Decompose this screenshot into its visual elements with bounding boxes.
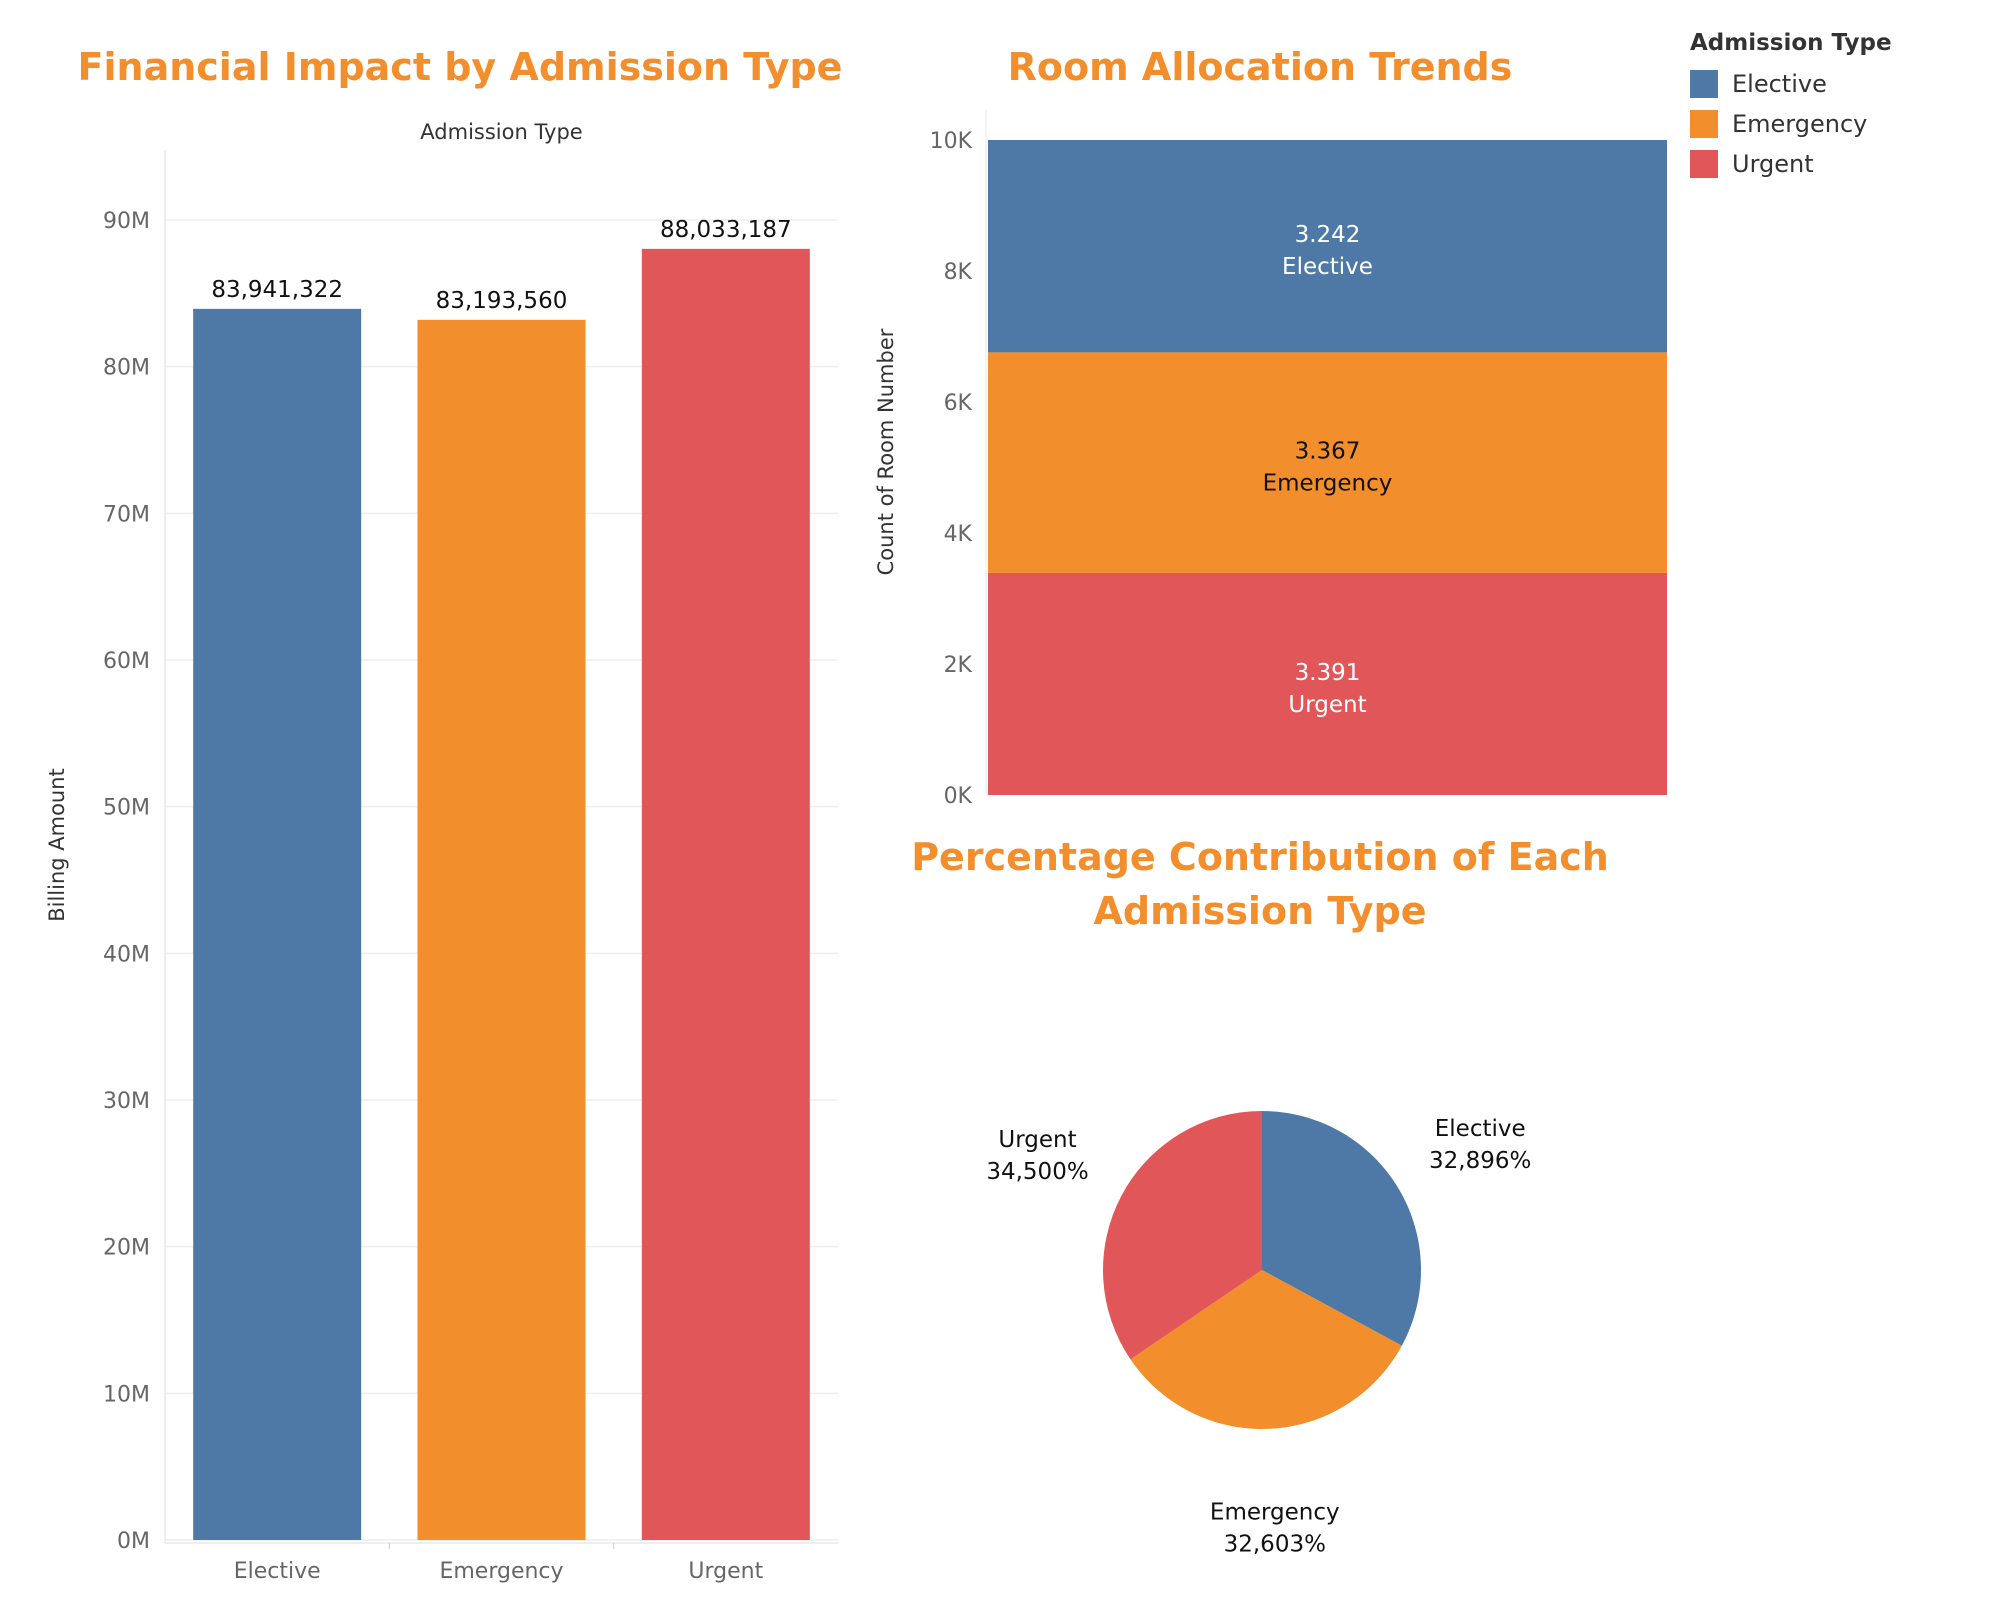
legend-item-urgent[interactable]: Urgent — [1690, 144, 1892, 184]
bar-x-tick-label: Urgent — [688, 1559, 763, 1584]
bar-y-axis-title: Billing Amount — [45, 768, 69, 922]
pie-slice-urgent — [1102, 1111, 1262, 1360]
bar-urgent — [641, 248, 810, 1541]
bar-y-tick-label: 60M — [103, 649, 150, 674]
legend-swatch-emergency — [1690, 110, 1718, 138]
legend-label-emergency: Emergency — [1732, 110, 1868, 138]
stack-segment-value-label: 3.242 — [1295, 222, 1361, 248]
pie-slice-name-label: Elective — [1435, 1116, 1526, 1142]
bar-y-tick-label: 30M — [103, 1089, 150, 1114]
stack-y-tick-label: 4K — [944, 522, 973, 547]
bar-emergency — [417, 319, 586, 1541]
bar-data-label: 88,033,187 — [660, 217, 792, 243]
pie-chart-title-line1: Percentage Contribution of Each — [911, 835, 1609, 879]
pie-slice-value-label: 32,603% — [1224, 1532, 1326, 1558]
bar-y-tick-label: 10M — [103, 1382, 150, 1407]
pie-slice-name-label: Urgent — [998, 1127, 1076, 1153]
pie-chart-title-line2: Admission Type — [1093, 889, 1427, 933]
stack-y-tick-label: 6K — [944, 391, 973, 416]
bar-y-tick-label: 0M — [117, 1529, 150, 1554]
stack-segment-name-label: Emergency — [1263, 471, 1393, 497]
stack-segment-name-label: Elective — [1282, 254, 1373, 280]
bar-elective — [193, 308, 362, 1540]
stack-y-tick-label: 8K — [944, 260, 973, 285]
bar-header-label: Admission Type — [420, 120, 582, 144]
stack-segment-urgent — [988, 572, 1667, 795]
pie-slice-emergency — [1130, 1270, 1402, 1429]
pie-slice-name-label: Emergency — [1210, 1500, 1340, 1526]
bar-x-tick-label: Emergency — [439, 1559, 563, 1584]
stack-segment-elective — [988, 140, 1667, 353]
legend: Admission Type Elective Emergency Urgent — [1690, 30, 1892, 184]
bar-x-tick-label: Elective — [234, 1559, 321, 1584]
legend-item-emergency[interactable]: Emergency — [1690, 104, 1892, 144]
stack-segment-emergency — [988, 352, 1667, 573]
stack-segment-value-label: 3.391 — [1295, 660, 1361, 686]
bar-y-tick-label: 80M — [103, 356, 150, 381]
legend-swatch-elective — [1690, 70, 1718, 98]
bar-y-tick-label: 20M — [103, 1236, 150, 1261]
stack-y-tick-label: 2K — [944, 653, 973, 678]
stack-segment-name-label: Urgent — [1288, 692, 1366, 718]
legend-item-elective[interactable]: Elective — [1690, 64, 1892, 104]
stack-segment-value-label: 3.367 — [1295, 439, 1361, 465]
stack-y-tick-label: 10K — [930, 129, 973, 154]
stack-y-tick-label: 0K — [944, 784, 973, 809]
bar-y-tick-label: 40M — [103, 942, 150, 967]
legend-swatch-urgent — [1690, 150, 1718, 178]
legend-title: Admission Type — [1690, 30, 1892, 56]
legend-label-elective: Elective — [1732, 70, 1827, 98]
bar-y-tick-label: 90M — [103, 209, 150, 234]
stack-chart-title: Room Allocation Trends — [1007, 45, 1513, 89]
pie-slice-value-label: 32,896% — [1429, 1148, 1531, 1174]
stack-y-axis-title: Count of Room Number — [874, 328, 898, 575]
bar-y-tick-label: 50M — [103, 796, 150, 821]
bar-data-label: 83,941,322 — [211, 277, 343, 303]
bar-y-tick-label: 70M — [103, 502, 150, 527]
legend-label-urgent: Urgent — [1732, 150, 1814, 178]
bar-data-label: 83,193,560 — [436, 288, 568, 314]
pie-slice-elective — [1262, 1111, 1421, 1346]
pie-slice-value-label: 34,500% — [986, 1159, 1088, 1185]
bar-chart-title: Financial Impact by Admission Type — [77, 45, 843, 89]
